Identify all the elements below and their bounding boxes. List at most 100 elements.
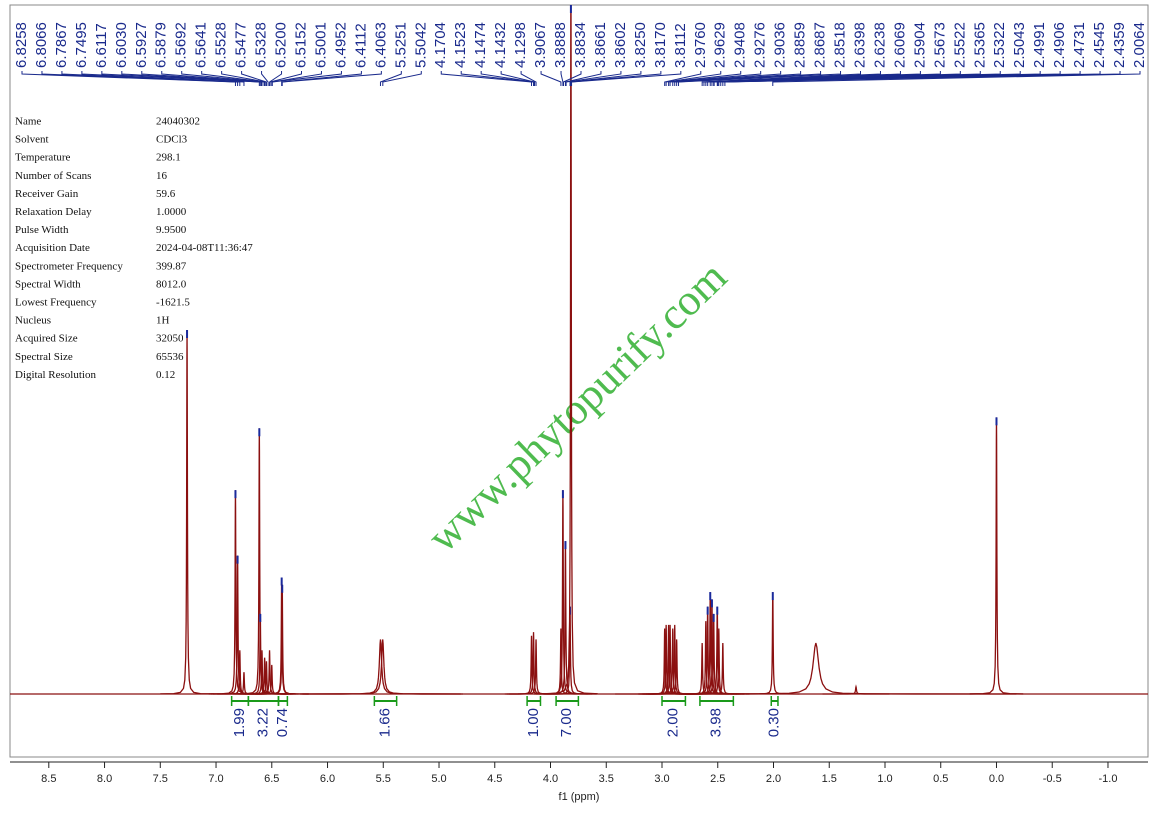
peak-connector <box>281 71 382 86</box>
peak-label: 2.4545 <box>1091 22 1108 68</box>
integral-label: 3.22 <box>254 708 271 737</box>
param-name: Acquired Size <box>15 333 78 345</box>
peak-label: 4.1704 <box>432 22 449 68</box>
signal <box>639 624 693 695</box>
peak-label: 2.9408 <box>732 22 749 68</box>
peak-label: 3.9067 <box>532 22 549 68</box>
peak-connector <box>672 71 782 86</box>
peak-connector <box>271 71 342 86</box>
signal <box>233 613 288 695</box>
x-tick-label: -0.5 <box>1043 773 1062 785</box>
peak-label: 2.5522 <box>951 22 968 68</box>
peak-label: 6.5200 <box>273 22 290 68</box>
signal <box>300 639 461 695</box>
x-tick-label: 1.5 <box>822 773 837 785</box>
param-name: Digital Resolution <box>15 369 96 381</box>
peak-connector <box>440 71 533 86</box>
param-name: Relaxation Delay <box>15 206 92 218</box>
peak-label: 2.8518 <box>832 22 849 68</box>
signal <box>210 555 265 695</box>
integral-label: 1.66 <box>376 708 393 737</box>
x-axis-label: f1 (ppm) <box>559 791 600 803</box>
param-value: 24040302 <box>156 116 200 128</box>
peak-connector <box>674 71 802 86</box>
peak-label: 2.4906 <box>1051 22 1068 68</box>
peak-label: 4.1523 <box>452 22 469 68</box>
peak-connector <box>772 71 1141 86</box>
x-tick-label: 4.5 <box>487 773 502 785</box>
peak-connector <box>569 71 642 86</box>
peak-label: 2.5904 <box>911 22 928 68</box>
param-name: Solvent <box>15 134 49 146</box>
peak-connector <box>201 71 266 86</box>
signal <box>536 490 590 695</box>
param-value: 0.12 <box>156 369 175 381</box>
peak-label: 3.8602 <box>612 22 629 68</box>
signal <box>696 643 750 695</box>
param-value: 8012.0 <box>156 278 187 290</box>
peak-label: 6.4952 <box>332 22 349 68</box>
peak-connector <box>571 71 682 86</box>
x-tick-label: 2.0 <box>766 773 781 785</box>
signal <box>504 635 559 695</box>
peak-label: 4.1432 <box>492 22 509 68</box>
x-tick-label: 6.0 <box>320 773 335 785</box>
peak-label: 6.7495 <box>73 22 90 68</box>
peak-label: 6.5641 <box>193 22 210 68</box>
param-name: Temperature <box>15 152 71 164</box>
param-value: 298.1 <box>156 152 181 164</box>
param-name: Lowest Frequency <box>15 297 97 309</box>
peak-connector <box>540 71 562 86</box>
signal <box>692 628 746 695</box>
peak-connector <box>379 71 402 86</box>
peak-label: 2.8687 <box>812 22 829 68</box>
signal <box>969 417 1024 695</box>
peak-connector <box>241 71 267 86</box>
peak-label: 6.5152 <box>292 22 309 68</box>
peak-label: 6.4112 <box>352 23 369 68</box>
peak-label: 5.5251 <box>392 22 409 68</box>
peak-connector <box>665 71 722 86</box>
param-name: Acquisition Date <box>15 242 90 254</box>
param-name: Pulse Width <box>15 224 69 236</box>
peak-connector <box>564 71 602 86</box>
peak-label: 2.5322 <box>991 22 1008 68</box>
signal <box>160 329 214 695</box>
peak-label: 6.5001 <box>312 22 329 68</box>
x-tick-label: 3.5 <box>599 773 614 785</box>
param-name: Number of Scans <box>15 170 91 182</box>
param-value: 9.9500 <box>156 224 187 236</box>
peak-connector <box>678 71 842 86</box>
peak-connector <box>101 71 260 86</box>
peak-connector <box>500 71 536 86</box>
signal <box>680 606 735 695</box>
param-name: Receiver Gain <box>15 188 79 200</box>
param-value: 59.6 <box>156 188 176 200</box>
x-tick-label: 2.5 <box>710 773 725 785</box>
peak-label: 6.5692 <box>173 22 190 68</box>
x-tick-label: 0.5 <box>933 773 948 785</box>
watermark: www.phytopurify.com <box>418 252 736 562</box>
signal <box>645 628 700 695</box>
param-value: 65536 <box>156 351 184 363</box>
peak-label: 2.5043 <box>1011 22 1028 68</box>
signal <box>647 624 702 695</box>
signal <box>649 639 704 695</box>
peak-connector <box>181 71 265 86</box>
peak-connector <box>664 71 702 86</box>
peak-label: 6.5528 <box>213 22 230 68</box>
peak-label: 6.7867 <box>53 22 70 68</box>
peak-label: 6.6117 <box>93 23 110 68</box>
param-value: 399.87 <box>156 260 187 272</box>
signal <box>245 664 299 695</box>
peak-label: 2.4359 <box>1111 22 1128 68</box>
x-tick-label: 3.0 <box>654 773 669 785</box>
peak-label: 2.9276 <box>752 22 769 68</box>
peak-label: 2.9036 <box>772 22 789 68</box>
peak-connector <box>563 71 582 86</box>
param-name: Nucleus <box>15 315 51 327</box>
peak-label: 6.5879 <box>153 22 170 68</box>
x-tick-label: 5.5 <box>376 773 391 785</box>
peak-label: 3.8170 <box>652 22 669 68</box>
peak-connector <box>269 71 283 86</box>
